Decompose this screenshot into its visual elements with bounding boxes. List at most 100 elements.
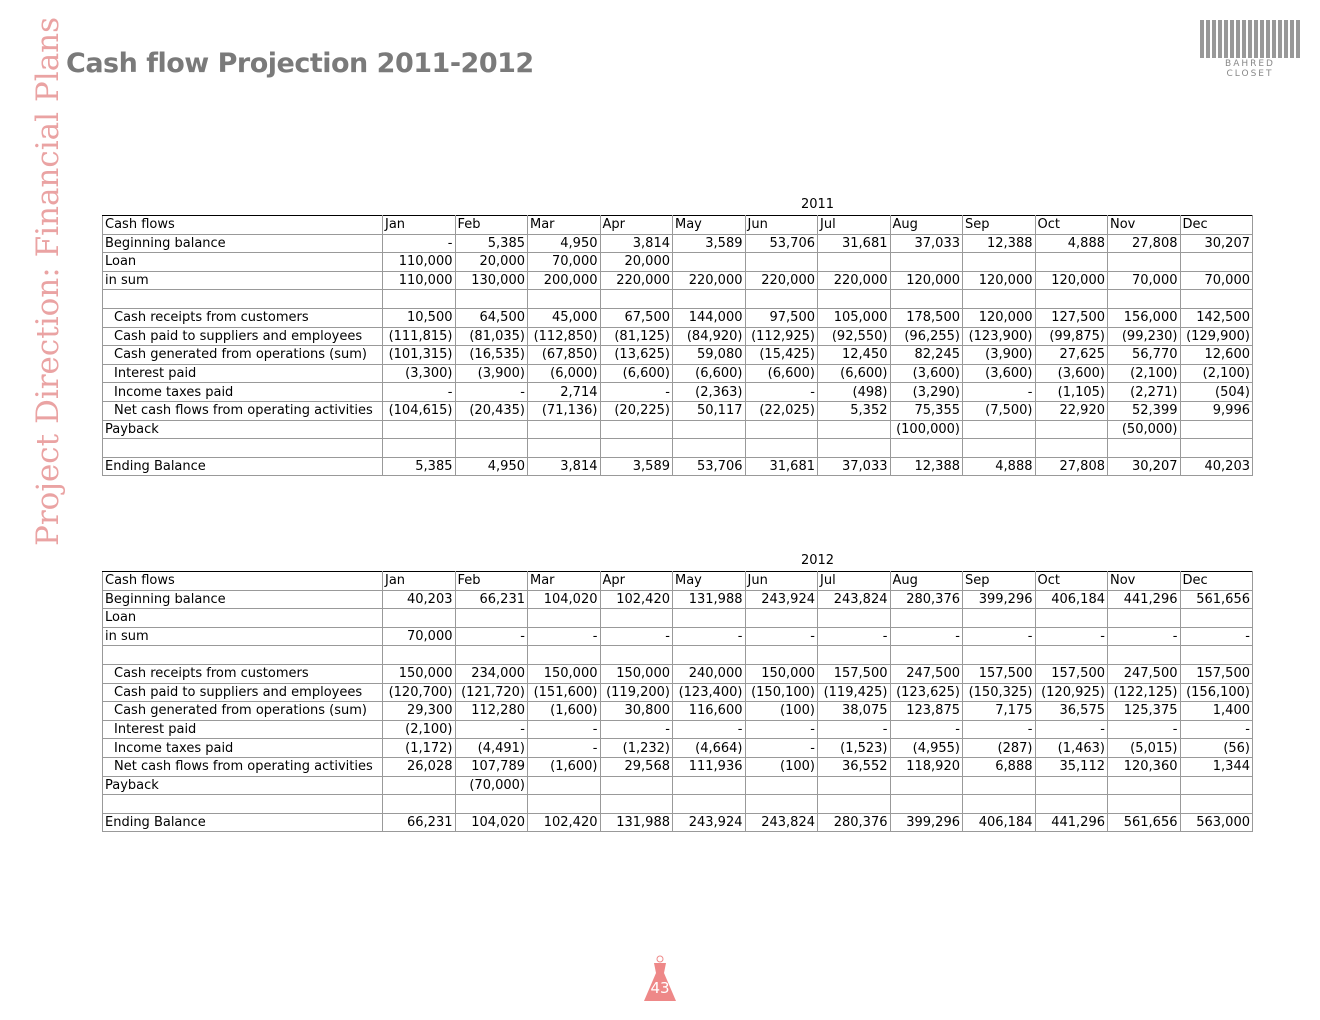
cell (1107, 289, 1181, 309)
cell: 104,020 (527, 589, 601, 610)
cell: (104,615) (382, 400, 456, 421)
column-header: Oct (1034, 571, 1108, 591)
row-label: Cash generated from operations (sum) (102, 701, 383, 721)
cell: - (454, 719, 528, 740)
row-label: Net cash flows from operating activities (102, 756, 383, 777)
cell (1107, 645, 1181, 665)
cell: 3,814 (599, 233, 673, 254)
cell (599, 775, 673, 796)
cell: 53,706 (672, 456, 746, 477)
cell: (100) (744, 756, 818, 777)
cell: - (672, 626, 746, 647)
cell: 150,000 (382, 663, 456, 684)
table-row: Net cash flows from operating activities… (102, 756, 1253, 777)
cell: (112,850) (527, 326, 601, 347)
cell: (2,100) (1107, 363, 1181, 384)
cell: 12,388 (889, 456, 963, 477)
year-label: 2011 (800, 197, 835, 212)
cell (1107, 608, 1181, 628)
cell (817, 289, 891, 309)
cell: 120,000 (962, 270, 1036, 291)
cell (1107, 252, 1181, 272)
logo-text: BAHRED CLOSET (1225, 59, 1275, 79)
cell: 110,000 (382, 252, 456, 272)
cell: (111,815) (382, 326, 456, 347)
table-row: Payback (100,000) (50,000) (102, 419, 1253, 440)
row-label: Beginning balance (102, 589, 383, 610)
column-header: Aug (889, 571, 963, 591)
cell: 123,875 (889, 701, 963, 721)
row-label: in sum (102, 626, 383, 647)
cell: 563,000 (1179, 812, 1253, 833)
cell: 441,296 (1107, 589, 1181, 610)
cell: 52,399 (1107, 400, 1181, 421)
cell (672, 419, 746, 440)
table-row (102, 289, 1253, 309)
cell: 243,924 (672, 812, 746, 833)
cell (382, 289, 456, 309)
row-label: Ending Balance (102, 812, 383, 833)
cell: 142,500 (1179, 307, 1253, 328)
cell: - (1179, 626, 1253, 647)
cell: 200,000 (527, 270, 601, 291)
year-label: 2012 (800, 553, 835, 568)
row-label: Payback (102, 419, 383, 440)
cell: (1,105) (1034, 382, 1108, 402)
row-label (102, 289, 383, 309)
cell: (129,900) (1179, 326, 1253, 347)
cell: 66,231 (382, 812, 456, 833)
table-row: Beginning balance 40,203 66,231 104,020 102,… (102, 589, 1253, 610)
cell: 111,936 (672, 756, 746, 777)
cell: 280,376 (817, 812, 891, 833)
cell: 27,808 (1107, 233, 1181, 254)
cell: 31,681 (817, 233, 891, 254)
cell: (84,920) (672, 326, 746, 347)
cell: (3,600) (889, 363, 963, 384)
cell (817, 608, 891, 628)
cell: 104,020 (454, 812, 528, 833)
cell (599, 289, 673, 309)
cell (1107, 794, 1181, 814)
row-label: Loan (102, 252, 383, 272)
row-label: Net cash flows from operating activities (102, 400, 383, 421)
cell: - (382, 382, 456, 402)
cell (672, 794, 746, 814)
cell: (81,035) (454, 326, 528, 347)
cell: 12,388 (962, 233, 1036, 254)
page-badge: 43 (640, 955, 680, 1003)
column-header: Oct (1034, 215, 1108, 235)
cell (889, 645, 963, 665)
cell: 5,385 (454, 233, 528, 254)
cell: (81,125) (599, 326, 673, 347)
cell: 157,500 (1179, 663, 1253, 684)
cell: 97,500 (744, 307, 818, 328)
cell (1179, 289, 1253, 309)
cell: (5,015) (1107, 738, 1181, 758)
cell (817, 794, 891, 814)
cell: (100,000) (889, 419, 963, 440)
cell: 157,500 (817, 663, 891, 684)
cell: (1,232) (599, 738, 673, 758)
cell (1107, 438, 1181, 458)
column-header: Jun (744, 571, 818, 591)
cell (889, 252, 963, 272)
cell (1179, 419, 1253, 440)
cell: (71,136) (527, 400, 601, 421)
cell: 4,888 (962, 456, 1036, 477)
cell: - (527, 719, 601, 740)
cell: 105,000 (817, 307, 891, 328)
cell: 7,175 (962, 701, 1036, 721)
cell (817, 252, 891, 272)
cell: (101,315) (382, 345, 456, 365)
cell: 157,500 (1034, 663, 1108, 684)
cell: 280,376 (889, 589, 963, 610)
column-header: Apr (599, 215, 673, 235)
cell: 56,770 (1107, 345, 1181, 365)
row-label: Interest paid (102, 719, 383, 740)
column-header: Feb (454, 215, 528, 235)
cell (1034, 608, 1108, 628)
cell: 29,300 (382, 701, 456, 721)
cell (527, 794, 601, 814)
cell: 20,000 (454, 252, 528, 272)
cell: 4,950 (527, 233, 601, 254)
